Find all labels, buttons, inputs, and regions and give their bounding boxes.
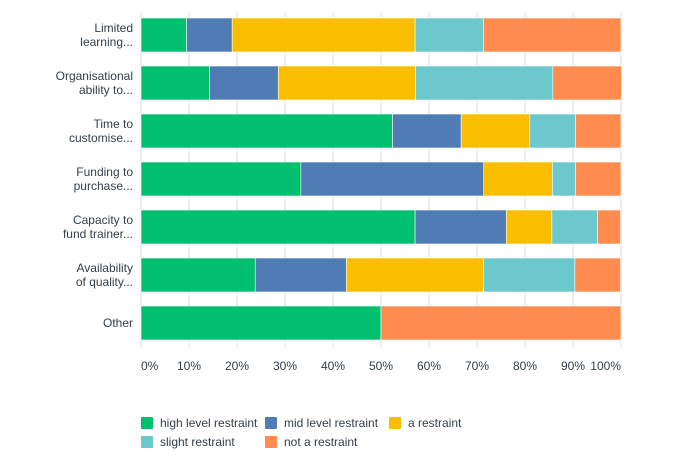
- x-tick-label: 80%: [513, 359, 537, 373]
- bar-segment[interactable]: [597, 209, 621, 245]
- legend: high level restraint mid level restraint a…: [141, 416, 462, 449]
- category-label: Availability of quality...: [76, 261, 133, 289]
- x-tick-label: 50%: [369, 359, 393, 373]
- legend-label: high level restraint: [160, 416, 258, 430]
- bar-segment[interactable]: [414, 209, 507, 245]
- x-axis-ticks: 0% 10% 20% 30% 40% 50% 60% 70% 80% 90% 100%: [141, 359, 621, 373]
- bar-segment[interactable]: [551, 209, 598, 245]
- category-labels: Limited learning... Organisational ability …: [56, 21, 134, 330]
- bar-segment[interactable]: [186, 17, 233, 53]
- bar-segment[interactable]: [300, 161, 485, 197]
- category-label: Organisational ability to...: [56, 69, 133, 97]
- bar-segment[interactable]: [552, 65, 622, 101]
- legend-label: slight restraint: [160, 435, 235, 449]
- category-label: Limited learning...: [80, 21, 133, 49]
- x-tick-label: 10%: [177, 359, 201, 373]
- bar-segment[interactable]: [574, 257, 621, 293]
- bar-segment[interactable]: [552, 161, 576, 197]
- legend-label: a restraint: [408, 416, 462, 430]
- bar-segment[interactable]: [575, 113, 622, 149]
- bar-segment[interactable]: [415, 65, 554, 101]
- legend-swatch: [141, 417, 153, 429]
- x-tick-label: 30%: [273, 359, 297, 373]
- x-tick-label: 40%: [321, 359, 345, 373]
- bar-segment[interactable]: [140, 209, 416, 245]
- bars: [140, 17, 622, 341]
- legend-swatch: [141, 436, 153, 448]
- bar-segment[interactable]: [414, 17, 485, 53]
- bar-segment[interactable]: [140, 161, 302, 197]
- legend-swatch: [265, 417, 277, 429]
- bar-segment[interactable]: [277, 65, 416, 101]
- bar-segment[interactable]: [140, 257, 256, 293]
- bar-segment[interactable]: [392, 113, 462, 149]
- bar-segment[interactable]: [575, 161, 622, 197]
- legend-swatch: [389, 417, 401, 429]
- bar-segment[interactable]: [346, 257, 485, 293]
- x-tick-label: 90%: [561, 359, 585, 373]
- bar-segment[interactable]: [483, 161, 553, 197]
- legend-label: mid level restraint: [284, 416, 379, 430]
- bar-segment[interactable]: [483, 257, 576, 293]
- bar-segment[interactable]: [529, 113, 576, 149]
- category-label: Other: [103, 316, 133, 330]
- x-tick-label: 60%: [417, 359, 441, 373]
- x-tick-label: 20%: [225, 359, 249, 373]
- category-label: Time to customise...: [69, 117, 133, 145]
- legend-swatch: [265, 436, 277, 448]
- bar-segment[interactable]: [505, 209, 553, 245]
- bar-segment[interactable]: [483, 17, 622, 53]
- bar-segment[interactable]: [209, 65, 279, 101]
- bar-segment[interactable]: [254, 257, 347, 293]
- bar-segment[interactable]: [380, 305, 622, 341]
- category-label: Funding to purchase...: [74, 165, 134, 193]
- bar-segment[interactable]: [460, 113, 531, 149]
- bar-segment[interactable]: [231, 17, 416, 53]
- bar-segment[interactable]: [140, 65, 210, 101]
- category-label: Capacity to fund trainer...: [63, 213, 133, 241]
- x-tick-label: 0%: [141, 359, 159, 373]
- legend-label: not a restraint: [284, 435, 358, 449]
- bar-segment[interactable]: [140, 113, 393, 149]
- bar-segment[interactable]: [140, 305, 382, 341]
- x-tick-label: 70%: [465, 359, 489, 373]
- bar-segment[interactable]: [140, 17, 187, 53]
- x-tick-label: 100%: [590, 359, 621, 373]
